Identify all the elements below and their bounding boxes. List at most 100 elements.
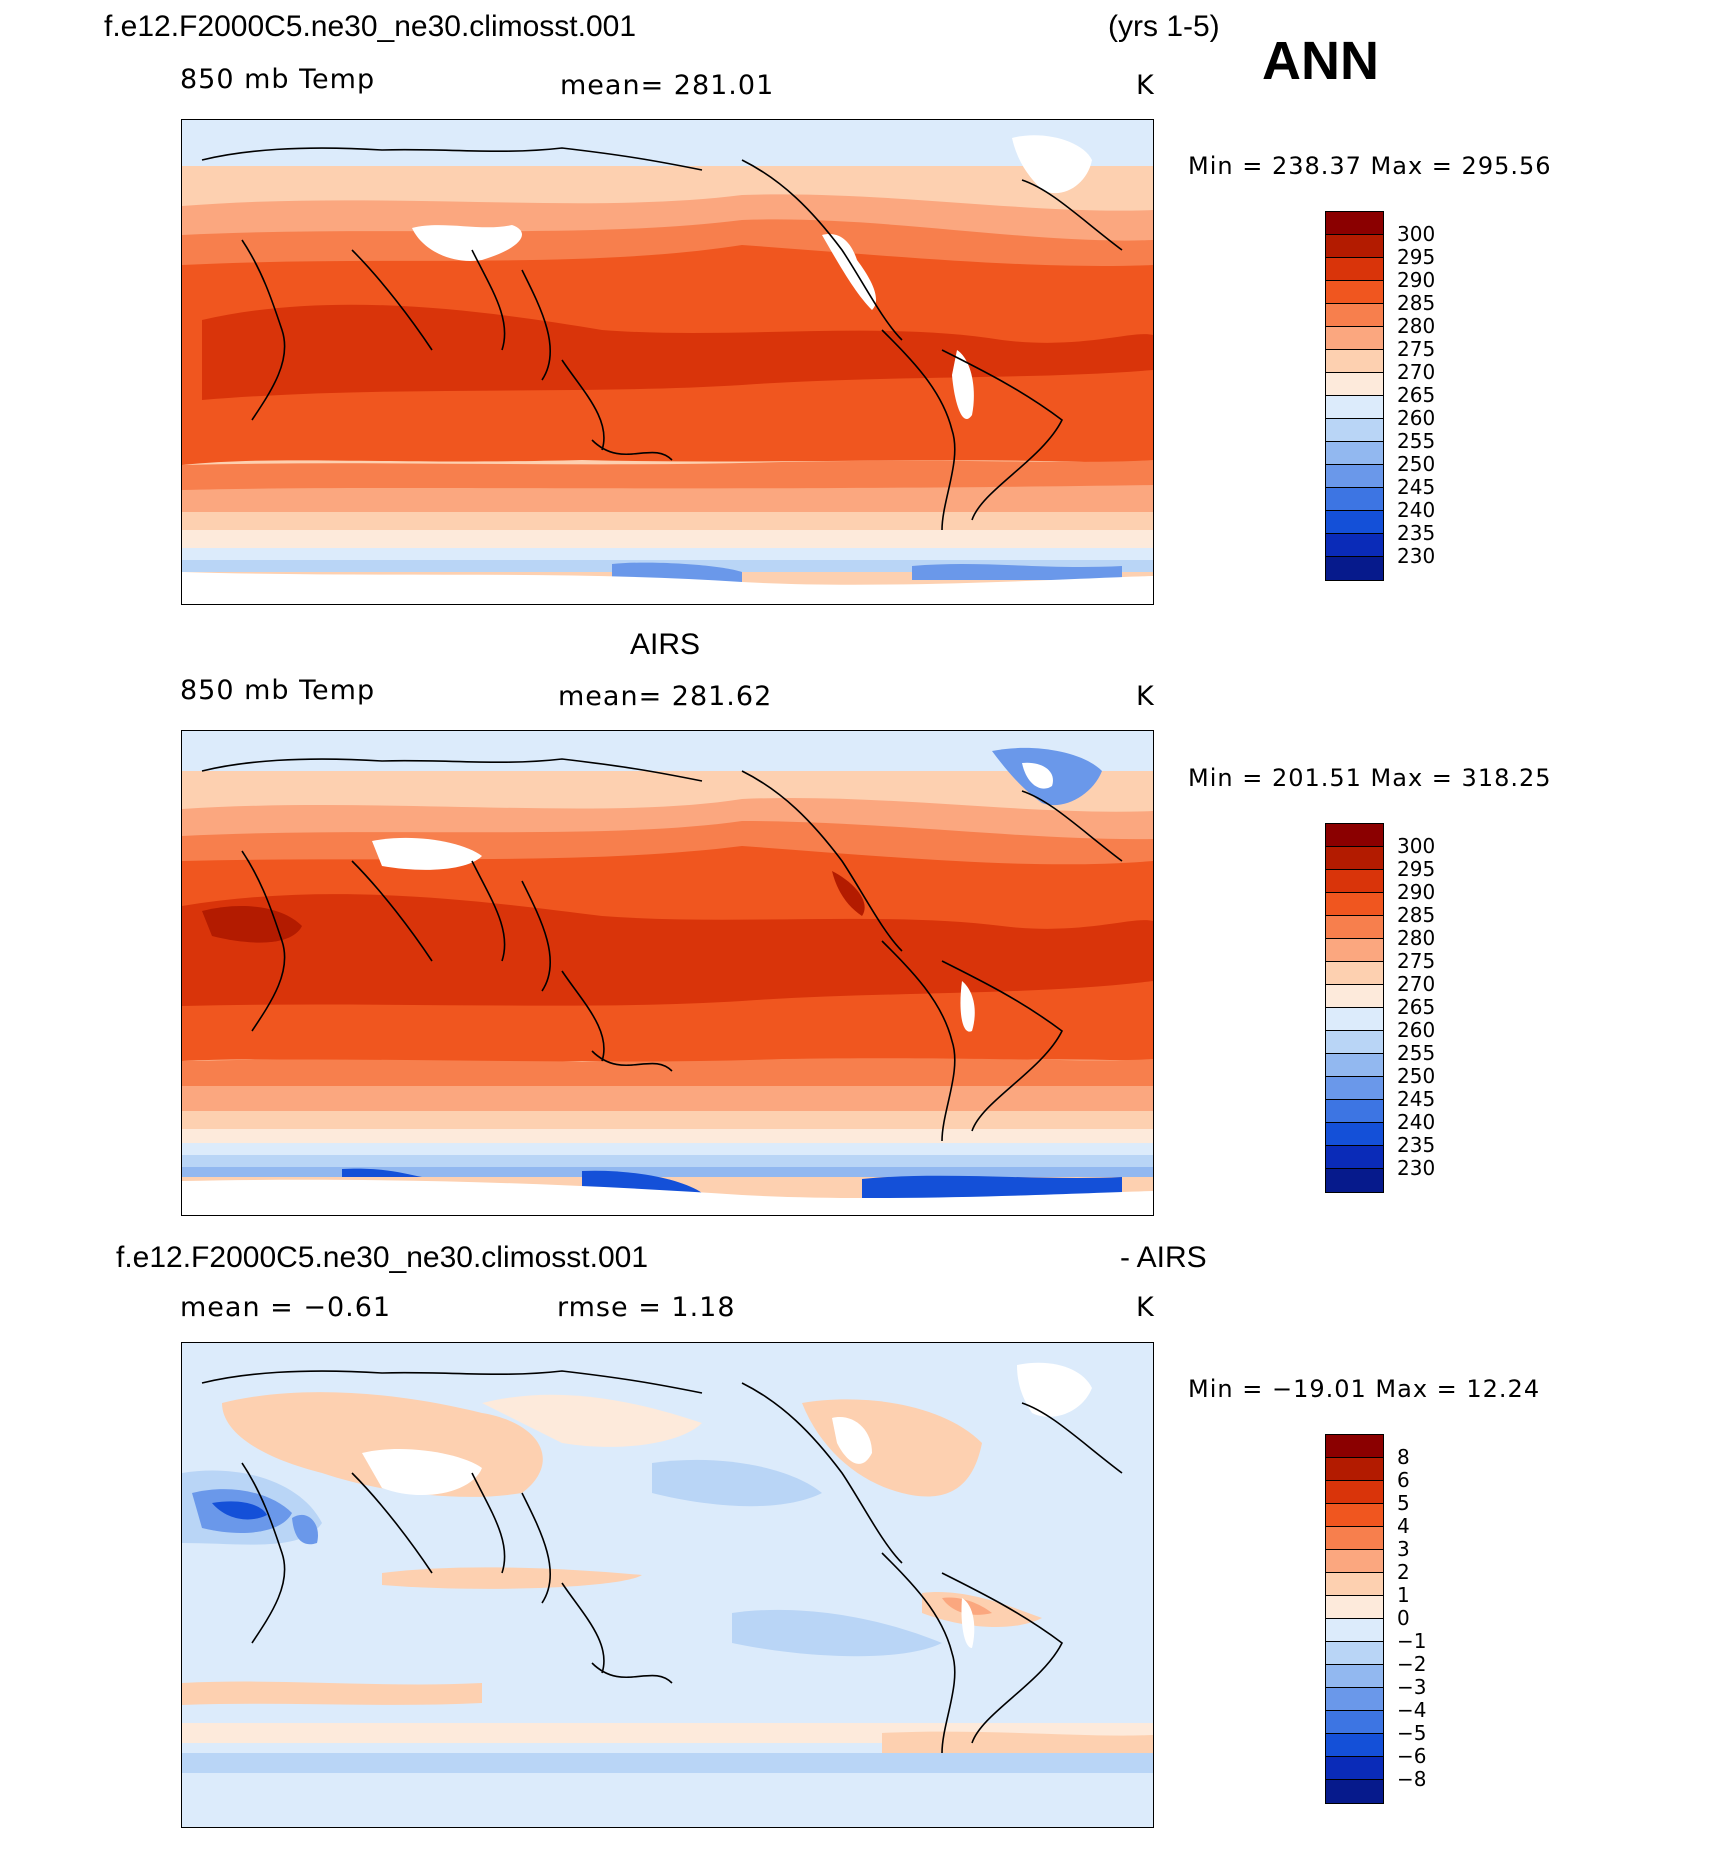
colorbar-swatch <box>1326 350 1383 373</box>
panel3-units: K <box>1136 1292 1155 1323</box>
colorbar-swatch <box>1326 1711 1383 1734</box>
colorbar-swatch <box>1326 1054 1383 1077</box>
colorbar-swatch <box>1326 1573 1383 1596</box>
colorbar-tick-label: 265 <box>1397 995 1436 1019</box>
colorbar-tick-label: 300 <box>1397 834 1436 858</box>
panel3-title-suffix: - AIRS <box>1120 1241 1207 1274</box>
colorbar-tick-label: 270 <box>1397 360 1436 384</box>
colorbar-tick-label: 235 <box>1397 521 1436 545</box>
colorbar-tick-label: −1 <box>1397 1629 1427 1653</box>
colorbar-tick-label: 250 <box>1397 452 1436 476</box>
colorbar-tick-label: 240 <box>1397 498 1436 522</box>
colorbar-tick-label: 260 <box>1397 406 1436 430</box>
panel1-units: K <box>1136 70 1155 101</box>
colorbar-swatch <box>1326 1734 1383 1757</box>
colorbar-tick-label: 295 <box>1397 245 1436 269</box>
colorbar-tick-label: 270 <box>1397 972 1436 996</box>
panel3-colorbar <box>1325 1434 1384 1804</box>
colorbar-swatch <box>1326 1008 1383 1031</box>
colorbar-swatch <box>1326 916 1383 939</box>
colorbar-tick-label: −8 <box>1397 1767 1427 1791</box>
colorbar-tick-label: 6 <box>1397 1468 1410 1492</box>
panel3-map <box>181 1342 1154 1828</box>
panel3-minmax: Min = −19.01 Max = 12.24 <box>1188 1375 1541 1403</box>
colorbar-swatch <box>1326 824 1383 847</box>
colorbar-swatch <box>1326 870 1383 893</box>
panel2-minmax: Min = 201.51 Max = 318.25 <box>1188 764 1552 792</box>
colorbar-tick-label: 300 <box>1397 222 1436 246</box>
colorbar-swatch <box>1326 893 1383 916</box>
case-title: f.e12.F2000C5.ne30_ne30.climosst.001 <box>104 10 637 43</box>
colorbar-tick-label: 245 <box>1397 1087 1436 1111</box>
colorbar-swatch <box>1326 939 1383 962</box>
season-label: ANN <box>1262 31 1379 91</box>
colorbar-swatch <box>1326 1757 1383 1780</box>
colorbar-tick-label: 230 <box>1397 1156 1436 1180</box>
colorbar-swatch <box>1326 962 1383 985</box>
colorbar-swatch <box>1326 1031 1383 1054</box>
colorbar-swatch <box>1326 488 1383 511</box>
colorbar-swatch <box>1326 847 1383 870</box>
colorbar-tick-label: 230 <box>1397 544 1436 568</box>
colorbar-swatch <box>1326 1780 1383 1803</box>
colorbar-swatch <box>1326 1550 1383 1573</box>
colorbar-tick-label: 235 <box>1397 1133 1436 1157</box>
colorbar-tick-label: 240 <box>1397 1110 1436 1134</box>
colorbar-tick-label: 245 <box>1397 475 1436 499</box>
panel3-title: f.e12.F2000C5.ne30_ne30.climosst.001 <box>116 1241 649 1274</box>
colorbar-swatch <box>1326 1123 1383 1146</box>
colorbar-swatch <box>1326 1688 1383 1711</box>
panel2-mean: mean= 281.62 <box>558 681 773 712</box>
colorbar-tick-label: 265 <box>1397 383 1436 407</box>
colorbar-swatch <box>1326 511 1383 534</box>
colorbar-swatch <box>1326 985 1383 1008</box>
colorbar-tick-label: 1 <box>1397 1583 1410 1607</box>
colorbar-swatch <box>1326 1169 1383 1192</box>
colorbar-tick-label: 8 <box>1397 1445 1410 1469</box>
colorbar-swatch <box>1326 1665 1383 1688</box>
colorbar-swatch <box>1326 465 1383 488</box>
colorbar-tick-label: 250 <box>1397 1064 1436 1088</box>
colorbar-swatch <box>1326 212 1383 235</box>
colorbar-tick-label: 3 <box>1397 1537 1410 1561</box>
panel3-map-svg <box>182 1343 1153 1827</box>
colorbar-tick-label: 4 <box>1397 1514 1410 1538</box>
panel2-title: AIRS <box>630 628 701 661</box>
colorbar-tick-label: 275 <box>1397 337 1436 361</box>
colorbar-swatch <box>1326 1146 1383 1169</box>
panel1-colorbar <box>1325 211 1384 581</box>
colorbar-swatch <box>1326 304 1383 327</box>
panel2-units: K <box>1136 681 1155 712</box>
colorbar-swatch <box>1326 1077 1383 1100</box>
colorbar-tick-label: 280 <box>1397 926 1436 950</box>
panel2-colorbar <box>1325 823 1384 1193</box>
panel1-minmax: Min = 238.37 Max = 295.56 <box>1188 152 1552 180</box>
colorbar-swatch <box>1326 1435 1383 1458</box>
colorbar-swatch <box>1326 1458 1383 1481</box>
colorbar-swatch <box>1326 1504 1383 1527</box>
colorbar-tick-label: 255 <box>1397 429 1436 453</box>
colorbar-tick-label: 280 <box>1397 314 1436 338</box>
colorbar-swatch <box>1326 442 1383 465</box>
colorbar-tick-label: 285 <box>1397 903 1436 927</box>
colorbar-tick-label: −3 <box>1397 1675 1427 1699</box>
colorbar-tick-label: 295 <box>1397 857 1436 881</box>
colorbar-swatch <box>1326 1642 1383 1665</box>
panel2-map <box>181 730 1154 1216</box>
colorbar-tick-label: −6 <box>1397 1744 1427 1768</box>
colorbar-swatch <box>1326 534 1383 557</box>
colorbar-tick-label: 275 <box>1397 949 1436 973</box>
panel2-map-svg <box>182 731 1153 1215</box>
colorbar-swatch <box>1326 1100 1383 1123</box>
panel2-variable: 850 mb Temp <box>180 675 376 706</box>
colorbar-tick-label: 0 <box>1397 1606 1410 1630</box>
colorbar-tick-label: 2 <box>1397 1560 1410 1584</box>
panel1-mean: mean= 281.01 <box>560 70 775 101</box>
colorbar-swatch <box>1326 1481 1383 1504</box>
colorbar-tick-label: −5 <box>1397 1721 1427 1745</box>
colorbar-tick-label: −4 <box>1397 1698 1427 1722</box>
colorbar-swatch <box>1326 373 1383 396</box>
panel3-rmse: rmse = 1.18 <box>557 1292 736 1323</box>
colorbar-swatch <box>1326 1619 1383 1642</box>
colorbar-tick-label: 260 <box>1397 1018 1436 1042</box>
